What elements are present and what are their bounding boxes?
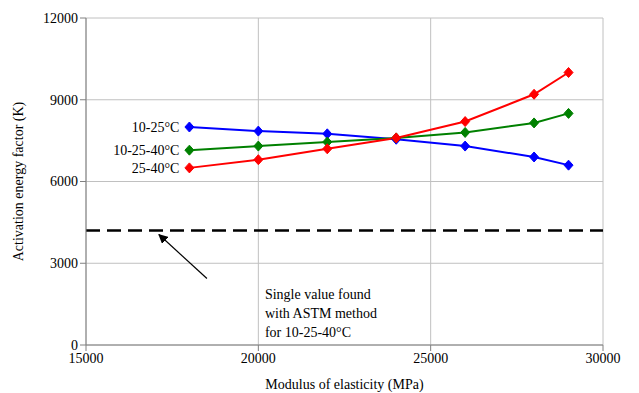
svg-text:9000: 9000: [50, 93, 78, 108]
svg-text:10-25°C: 10-25°C: [132, 120, 180, 135]
svg-text:10-25-40°C: 10-25-40°C: [113, 143, 179, 158]
svg-text:3000: 3000: [50, 256, 78, 271]
svg-text:for 10-25-40°C: for 10-25-40°C: [265, 325, 351, 340]
svg-text:with ASTM method: with ASTM method: [265, 306, 377, 321]
svg-text:0: 0: [71, 338, 78, 353]
svg-text:15000: 15000: [69, 351, 104, 366]
svg-text:Modulus of elasticity (MPa): Modulus of elasticity (MPa): [265, 377, 424, 393]
svg-text:12000: 12000: [43, 11, 78, 26]
svg-text:25-40°C: 25-40°C: [132, 161, 180, 176]
svg-text:30000: 30000: [586, 351, 621, 366]
svg-text:25000: 25000: [413, 351, 448, 366]
svg-text:Single value found: Single value found: [265, 287, 371, 302]
svg-text:20000: 20000: [241, 351, 276, 366]
svg-text:6000: 6000: [50, 174, 78, 189]
svg-text:Activation energy factor (K): Activation energy factor (K): [11, 101, 27, 261]
